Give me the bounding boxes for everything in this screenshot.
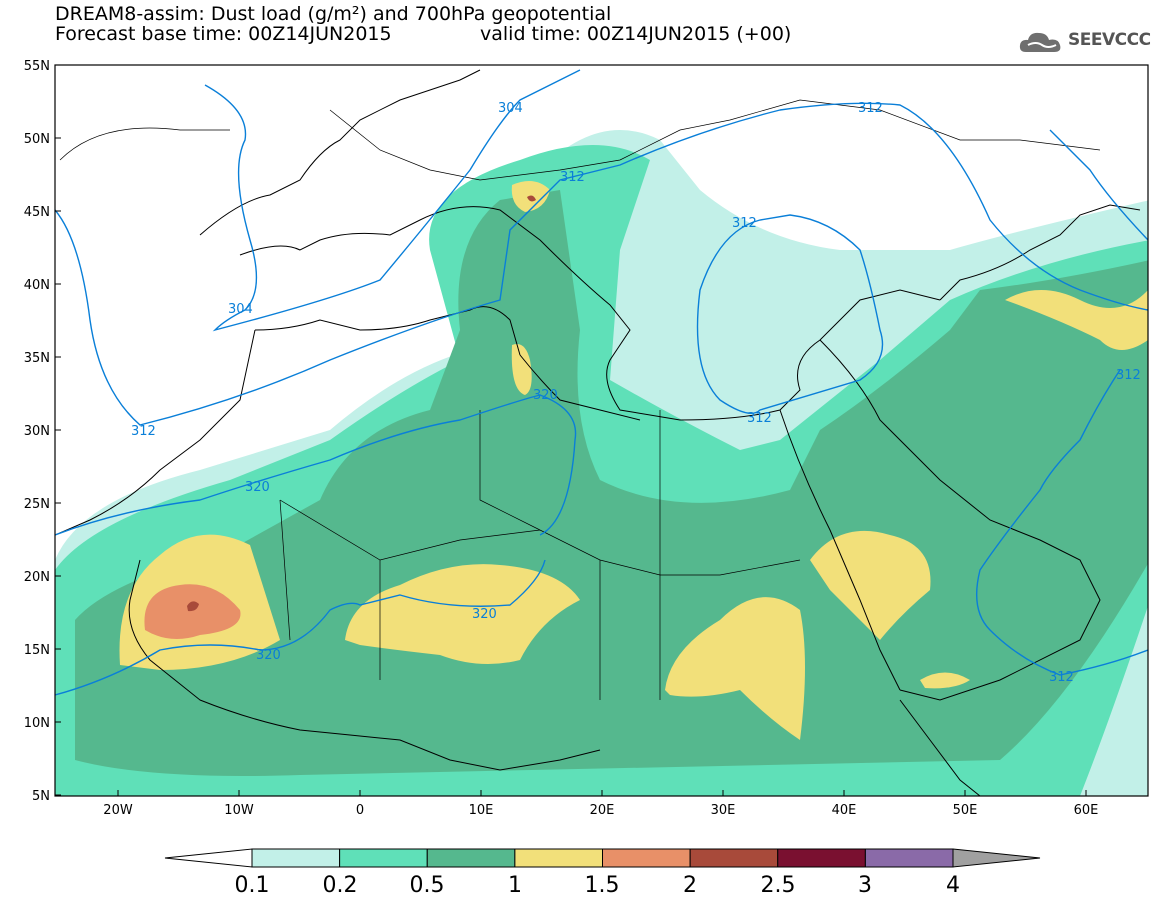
lat-label: 30N (24, 424, 50, 439)
forecast-base-time: Forecast base time: 00Z14JUN2015 (55, 23, 392, 45)
cloud-icon (1019, 32, 1061, 52)
colorbar-tick: 4 (946, 873, 960, 898)
seevccc-logo: SEEVCCC (1018, 28, 1158, 56)
lat-label: 15N (24, 643, 50, 658)
lat-label: 20N (24, 570, 50, 585)
colorbar-tick: 2.5 (761, 873, 796, 898)
contour-label: 312 (732, 216, 757, 231)
coastline (199, 69, 481, 236)
coastline (819, 339, 1101, 701)
colorbar: 0.1 0.2 0.5 1 1.5 2 2.5 3 4 (164, 848, 1041, 898)
lat-labels: 55N 50N 45N 40N 35N 30N 25N 20N 15N 10N … (24, 59, 50, 804)
contour-line (55, 559, 546, 696)
colorbar-box (251, 848, 341, 868)
logo-text: SEEVCCC (1068, 30, 1151, 50)
colorbar-box (602, 848, 691, 868)
contour-label: 304 (498, 101, 523, 116)
coastline (779, 409, 901, 691)
contour-line (55, 394, 577, 536)
colorbar-over-triangle (952, 848, 1041, 868)
contour-label: 312 (1116, 368, 1141, 383)
contour-label: 312 (858, 101, 883, 116)
colorbar-tick: 0.2 (323, 873, 358, 898)
chart-title: DREAM8-assim: Dust load (g/m²) and 700hP… (55, 3, 612, 25)
lat-label: 45N (24, 205, 50, 220)
dust-area-yellow (511, 344, 532, 395)
lon-label: 0 (356, 803, 364, 818)
coastline (939, 204, 1141, 301)
colorbar-tick: 3 (858, 873, 872, 898)
lon-label: 10E (469, 803, 494, 818)
lat-label: 55N (24, 59, 50, 74)
coastline (239, 206, 941, 421)
contour-label: 312 (131, 424, 156, 439)
colorbar-tick: 0.5 (410, 873, 445, 898)
coastline (254, 306, 521, 356)
contour-label: 312 (560, 170, 585, 185)
colorbar-box (339, 848, 428, 868)
border (279, 410, 661, 700)
valid-time: valid time: 00Z14JUN2015 (+00) (480, 23, 792, 45)
lat-axis (55, 64, 61, 796)
coastline (899, 699, 981, 796)
lon-label: 40E (832, 803, 857, 818)
contour-line (1049, 129, 1148, 241)
contour-label: 320 (245, 480, 270, 495)
lon-axis (117, 790, 1087, 796)
dust-area-brown (187, 601, 199, 612)
lat-label: 5N (32, 789, 50, 804)
lon-label: 50E (953, 803, 978, 818)
dust-area-yellow (810, 530, 931, 640)
dust-area-yellow (665, 597, 805, 740)
contour-label: 320 (472, 607, 497, 622)
contour-label: 304 (228, 302, 253, 317)
coastline (519, 354, 641, 421)
lat-label: 40N (24, 278, 50, 293)
border (59, 99, 1101, 181)
geopotential-contours (55, 69, 1148, 696)
colorbar-tick: 2 (683, 873, 697, 898)
colorbar-box (426, 848, 516, 868)
contour-label: 312 (1049, 670, 1074, 685)
colorbar-box (777, 848, 866, 868)
dust-area-brown (527, 195, 536, 202)
contour-line (55, 102, 1148, 426)
contour-line (204, 69, 581, 332)
contour-label: 320 (533, 388, 558, 403)
dust-area-yellow (345, 564, 580, 664)
contour-line (696, 214, 884, 414)
lat-label: 50N (24, 132, 50, 147)
colorbar-tick: 1.5 (585, 873, 620, 898)
contour-label: 320 (256, 648, 281, 663)
contour-label: 312 (747, 411, 772, 426)
coastline (55, 329, 256, 536)
lat-label: 35N (24, 351, 50, 366)
colorbar-box (514, 848, 603, 868)
lat-label: 25N (24, 497, 50, 512)
colorbar-tick: 0.1 (235, 873, 270, 898)
dust-area-yellow (1005, 290, 1148, 350)
dust-area-orange (144, 584, 241, 639)
colorbar-ticks: 0.1 0.2 0.5 1 1.5 2 2.5 3 4 (235, 873, 961, 898)
lat-label: 10N (24, 716, 50, 731)
lon-label: 10W (224, 803, 254, 818)
contour-labels: 304 304 312 312 312 312 312 312 312 320 … (131, 101, 1141, 685)
border (279, 499, 801, 576)
lon-label: 60E (1074, 803, 1099, 818)
colorbar-box (864, 848, 954, 868)
lon-label: 20W (103, 803, 133, 818)
dust-map: 304 304 312 312 312 312 312 312 312 320 … (24, 59, 1149, 818)
lon-label: 30E (711, 803, 736, 818)
colorbar-box (689, 848, 779, 868)
contour-line (975, 369, 1148, 676)
colorbar-tick: 1 (508, 873, 522, 898)
time-info: Forecast base time: 00Z14JUN2015 valid ti… (55, 23, 791, 45)
colorbar-boxes (251, 848, 954, 868)
coastlines (55, 69, 1141, 796)
lon-label: 20E (590, 803, 615, 818)
dust-area-yellow (920, 672, 970, 689)
coastline (128, 559, 601, 771)
lon-labels: 20W 10W 0 10E 20E 30E 40E 50E 60E (103, 803, 1098, 818)
colorbar-under-triangle (164, 848, 253, 868)
